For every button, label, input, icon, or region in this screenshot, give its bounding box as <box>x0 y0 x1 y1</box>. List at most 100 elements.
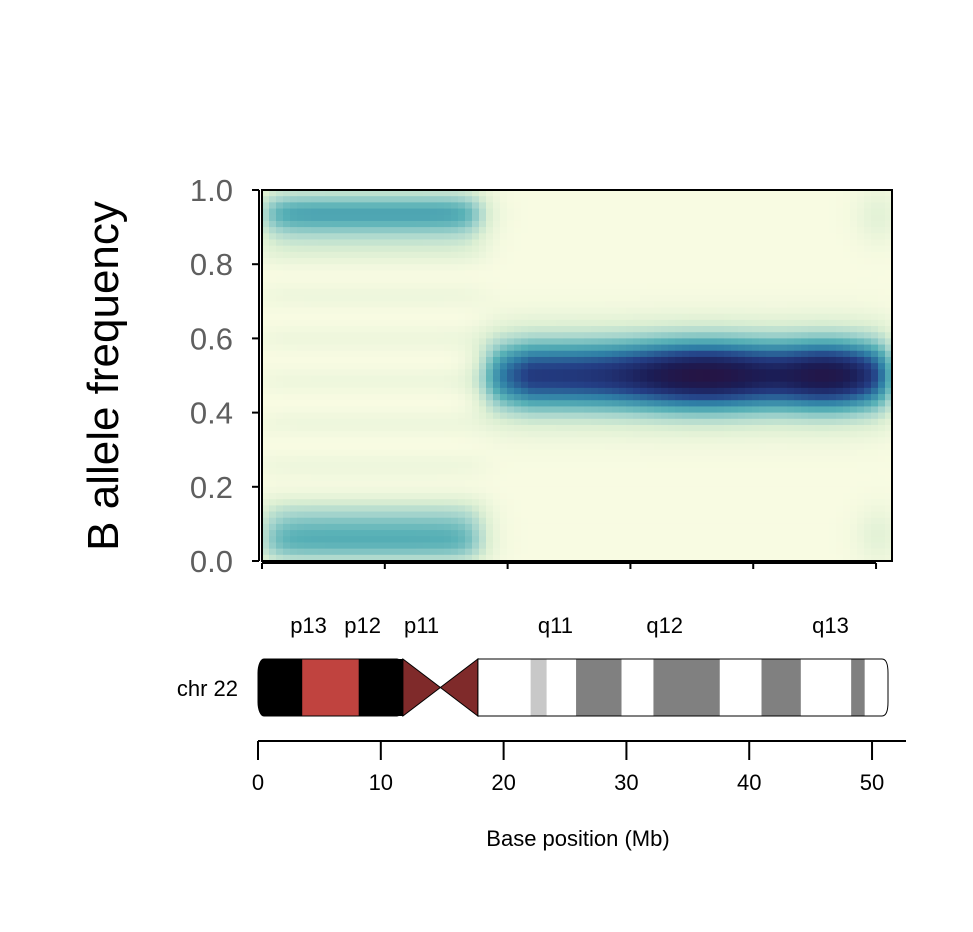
heatmap-cell <box>514 363 522 370</box>
heatmap-cell <box>563 214 571 222</box>
heatmap-cell <box>563 462 571 469</box>
heatmap-cell <box>598 319 606 327</box>
heatmap-cell <box>570 517 578 525</box>
heatmap-cell <box>696 270 704 278</box>
heatmap-cell <box>423 251 431 259</box>
heatmap-cell <box>325 530 333 537</box>
heatmap-cell <box>290 264 298 271</box>
heatmap-cell <box>479 536 487 544</box>
heatmap-cell <box>262 295 270 302</box>
heatmap-cell <box>528 462 536 469</box>
heatmap-cell <box>332 492 340 500</box>
heatmap-cell <box>409 276 417 284</box>
heatmap-cell <box>493 282 501 290</box>
heatmap-cell <box>556 387 564 395</box>
heatmap-cell <box>395 276 403 284</box>
heatmap-cell <box>528 270 536 278</box>
heatmap-cell <box>423 307 431 315</box>
heatmap-cell <box>626 554 634 561</box>
heatmap-cell <box>773 511 781 519</box>
heatmap-cell <box>479 270 487 278</box>
heatmap-cell <box>262 326 270 333</box>
heatmap-cell <box>731 431 739 438</box>
heatmap-cell <box>612 406 620 414</box>
heatmap-cell <box>381 332 389 339</box>
heatmap-cell <box>444 418 452 426</box>
heatmap-cell <box>661 418 669 426</box>
heatmap-cell <box>262 319 270 327</box>
heatmap-cell <box>563 276 571 284</box>
heatmap-cell <box>822 307 830 315</box>
heatmap-cell <box>605 251 613 259</box>
heatmap-cell <box>339 258 347 265</box>
heatmap-cell <box>528 319 536 327</box>
heatmap-cell <box>521 307 529 315</box>
heatmap-cell <box>682 202 690 210</box>
heatmap-cell <box>689 387 697 395</box>
heatmap-cell <box>332 295 340 302</box>
heatmap-cell <box>773 190 781 197</box>
heatmap-cell <box>486 245 494 253</box>
heatmap-cell <box>444 511 452 519</box>
heatmap-cell <box>605 245 613 253</box>
heatmap-cell <box>332 319 340 327</box>
heatmap-cell <box>283 233 291 241</box>
heatmap-cell <box>374 220 382 228</box>
heatmap-cell <box>479 196 487 203</box>
heatmap-cell <box>276 480 284 488</box>
heatmap-cell <box>486 542 494 550</box>
heatmap-cell <box>577 499 585 506</box>
heatmap-cell <box>787 394 795 401</box>
heatmap-cell <box>528 350 536 358</box>
heatmap-cell <box>710 356 718 364</box>
heatmap-cell <box>297 523 305 531</box>
heatmap-cell <box>500 319 508 327</box>
heatmap-cell <box>416 499 424 506</box>
heatmap-cell <box>409 344 417 352</box>
heatmap-cell <box>416 258 424 265</box>
heatmap-cell <box>402 381 410 389</box>
heatmap-cell <box>738 455 746 463</box>
heatmap-cell <box>640 245 648 253</box>
heatmap-cell <box>500 381 508 389</box>
heatmap-cell <box>633 523 641 531</box>
heatmap-cell <box>640 363 648 370</box>
heatmap-cell <box>689 505 697 513</box>
heatmap-cell <box>577 474 585 482</box>
heatmap-cell <box>353 233 361 241</box>
heatmap-cell <box>654 517 662 525</box>
heatmap-cell <box>710 350 718 358</box>
heatmap-cell <box>311 307 319 315</box>
heatmap-cell <box>640 480 648 488</box>
heatmap-cell <box>360 350 368 358</box>
heatmap-cell <box>598 431 606 438</box>
heatmap-cell <box>773 332 781 339</box>
heatmap-cell <box>437 369 445 377</box>
heatmap-cell <box>577 301 585 309</box>
heatmap-cell <box>619 282 627 290</box>
heatmap-cell <box>423 480 431 488</box>
heatmap-cell <box>353 505 361 513</box>
heatmap-cell <box>801 505 809 513</box>
heatmap-cell <box>815 542 823 550</box>
heatmap-cell <box>626 227 634 234</box>
heatmap-cell <box>563 474 571 482</box>
heatmap-cell <box>661 338 669 346</box>
heatmap-cell <box>269 480 277 488</box>
heatmap-cell <box>346 369 354 377</box>
heatmap-cell <box>689 295 697 302</box>
heatmap-cell <box>472 307 480 315</box>
heatmap-cell <box>591 449 599 457</box>
heatmap-cell <box>570 227 578 234</box>
heatmap-cell <box>437 295 445 302</box>
heatmap-cell <box>416 288 424 296</box>
heatmap-cell <box>717 338 725 346</box>
heatmap-cell <box>822 264 830 271</box>
heatmap-cell <box>360 499 368 506</box>
heatmap-cell <box>325 208 333 216</box>
heatmap-cell <box>584 276 592 284</box>
heatmap-cell <box>829 288 837 296</box>
heatmap-cell <box>493 492 501 500</box>
heatmap-cell <box>304 499 312 506</box>
heatmap-cell <box>311 505 319 513</box>
